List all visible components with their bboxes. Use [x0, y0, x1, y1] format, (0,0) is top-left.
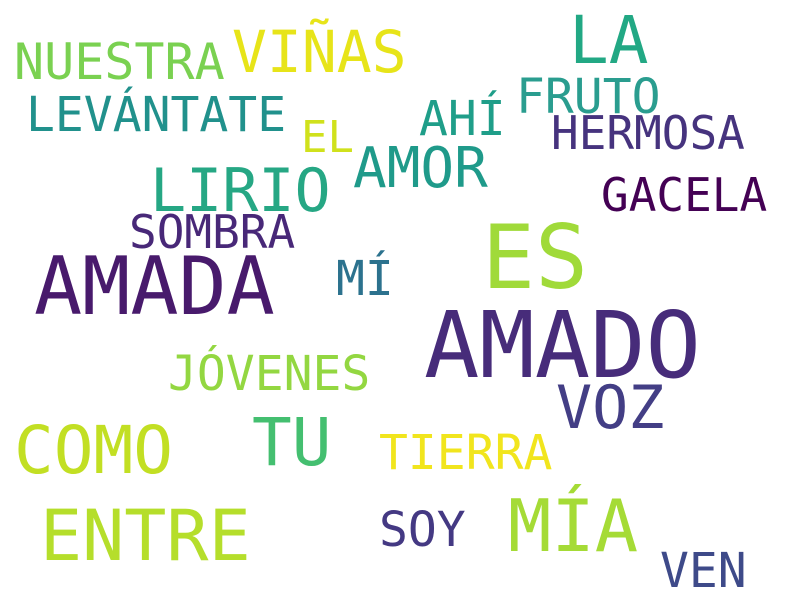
word-voz: VOZ — [556, 373, 665, 443]
word-jovenes: JÓVENES — [168, 346, 371, 402]
word-gacela: GACELA — [601, 168, 768, 222]
word-entre: ENTRE — [40, 495, 251, 577]
word-amada: AMADA — [34, 240, 275, 333]
word-vinas: VIÑAS — [232, 18, 407, 86]
word-hermosa: HERMOSA — [551, 106, 745, 160]
word-la: LA — [569, 2, 649, 79]
word-tu: TU — [252, 404, 332, 481]
word-amor: AMOR — [353, 136, 488, 201]
word-soy: SOY — [379, 502, 466, 558]
word-sombra: SOMBRA — [129, 205, 296, 259]
word-es: ES — [482, 206, 588, 309]
word-tierra: TIERRA — [379, 425, 553, 481]
word-levantate: LEVÁNTATE — [26, 87, 287, 143]
word-nuestra: NUESTRA — [14, 33, 225, 91]
word-el: EL — [301, 112, 354, 163]
word-amado: AMADO — [424, 292, 701, 399]
word-mia: MÍA — [508, 484, 639, 568]
word-ahi: AHÍ — [419, 91, 506, 147]
word-lirio: LIRIO — [150, 156, 331, 226]
word-ven: VEN — [660, 543, 747, 599]
word-fruto: FRUTO — [516, 69, 661, 125]
word-como: COMO — [14, 412, 173, 489]
word-mi: MÍ — [336, 251, 394, 307]
